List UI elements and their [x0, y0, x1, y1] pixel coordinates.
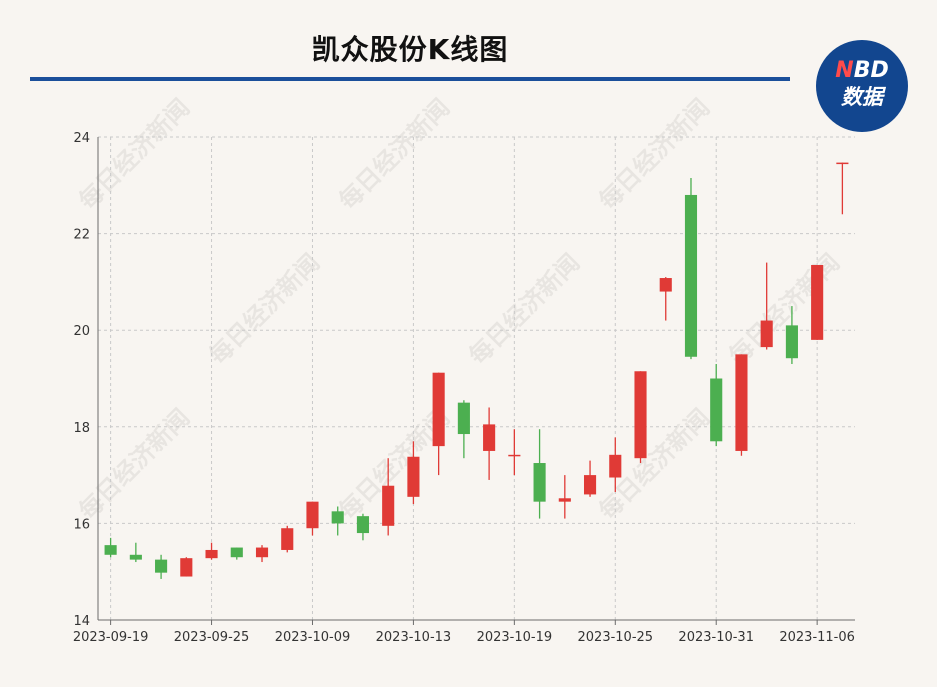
- candle-body: [483, 424, 496, 451]
- candles-layer: [104, 162, 849, 579]
- candle: [129, 542, 142, 563]
- candle: [104, 537, 117, 558]
- x-tick-label: 2023-09-25: [174, 630, 250, 645]
- y-tick-label: 20: [73, 324, 90, 339]
- candle-body: [281, 528, 294, 550]
- candle: [533, 429, 546, 519]
- candle: [483, 407, 496, 480]
- candle: [558, 475, 571, 519]
- x-tick-label: 2023-10-13: [376, 630, 452, 645]
- candle-body: [710, 378, 723, 442]
- candle: [836, 162, 849, 215]
- candle-body: [533, 463, 546, 502]
- candle-body: [230, 547, 243, 558]
- candle-body: [356, 516, 370, 534]
- candle: [331, 506, 344, 536]
- candle-body: [205, 549, 218, 559]
- watermark-text: 每日经济新闻: [334, 94, 456, 216]
- x-tick-label: 2023-09-19: [73, 630, 149, 645]
- candle: [205, 542, 218, 560]
- chart-title: 凯众股份K线图: [311, 33, 509, 66]
- candle-body: [180, 558, 193, 577]
- watermark-text: 每日经济新闻: [464, 249, 586, 371]
- candle-body: [634, 371, 647, 459]
- axes-layer: 14 16 18 20 22 24 2023-09-19 2023-09-25 2023-10-…: [73, 131, 855, 645]
- candle-body: [508, 454, 521, 457]
- candle-body: [558, 498, 571, 502]
- candle: [684, 178, 698, 360]
- candle-body: [306, 501, 319, 529]
- y-tick-label: 24: [73, 131, 90, 146]
- watermark-text: 每日经济新闻: [74, 404, 196, 526]
- candle: [634, 371, 647, 464]
- candle: [710, 364, 723, 447]
- badge-bottom-text: 数据: [841, 85, 883, 109]
- watermark-text: 每日经济新闻: [204, 249, 326, 371]
- candle-body: [836, 162, 849, 165]
- y-tick-label: 16: [73, 517, 90, 532]
- candle-body: [785, 325, 798, 359]
- y-tick-label: 22: [73, 228, 90, 243]
- candle: [306, 501, 319, 536]
- candle-body: [659, 278, 672, 292]
- candle: [407, 441, 420, 505]
- candle: [180, 557, 193, 577]
- candle: [356, 513, 370, 541]
- x-tick-label: 2023-10-25: [578, 630, 654, 645]
- candle-body: [104, 545, 117, 555]
- x-tick-label: 2023-10-31: [678, 630, 754, 645]
- candle: [659, 277, 672, 321]
- watermark-text: 每日经济新闻: [74, 94, 196, 216]
- candle-body: [129, 554, 142, 560]
- y-tick-label: 14: [73, 614, 90, 629]
- candle: [609, 437, 622, 493]
- candle-body: [811, 264, 824, 340]
- nbd-data-badge: NBD 数据: [816, 40, 908, 132]
- badge-n-letter: N: [835, 58, 854, 83]
- candle: [382, 458, 395, 536]
- candle-body: [684, 194, 698, 357]
- candle: [457, 400, 470, 459]
- candle-body: [255, 547, 269, 558]
- candle-body: [155, 559, 168, 573]
- title-underline: [30, 77, 790, 81]
- candle-body: [432, 372, 445, 447]
- candle: [281, 525, 294, 553]
- candle: [230, 547, 243, 560]
- candle-body: [609, 454, 622, 478]
- candle: [155, 554, 168, 579]
- candle-body: [407, 456, 420, 497]
- x-tick-label: 2023-11-06: [779, 630, 855, 645]
- candle: [583, 460, 597, 497]
- candle: [508, 429, 521, 476]
- candle-body: [583, 475, 597, 495]
- candle-body: [331, 511, 344, 524]
- y-tick-label: 18: [73, 421, 90, 436]
- watermark-text: 每日经济新闻: [724, 249, 846, 371]
- badge-top-text: NBD: [816, 59, 908, 83]
- badge-bd-letters: BD: [853, 58, 889, 83]
- candle-body: [382, 485, 395, 526]
- candle: [785, 306, 798, 365]
- x-tick-label: 2023-10-09: [275, 630, 351, 645]
- candle: [760, 262, 773, 350]
- x-tick-label: 2023-10-19: [477, 630, 553, 645]
- candle-body: [457, 402, 470, 435]
- candle-body: [735, 354, 748, 451]
- candle-body: [760, 320, 773, 348]
- candle: [432, 372, 445, 476]
- candle: [811, 264, 824, 340]
- candle: [735, 354, 748, 456]
- candle: [255, 545, 269, 563]
